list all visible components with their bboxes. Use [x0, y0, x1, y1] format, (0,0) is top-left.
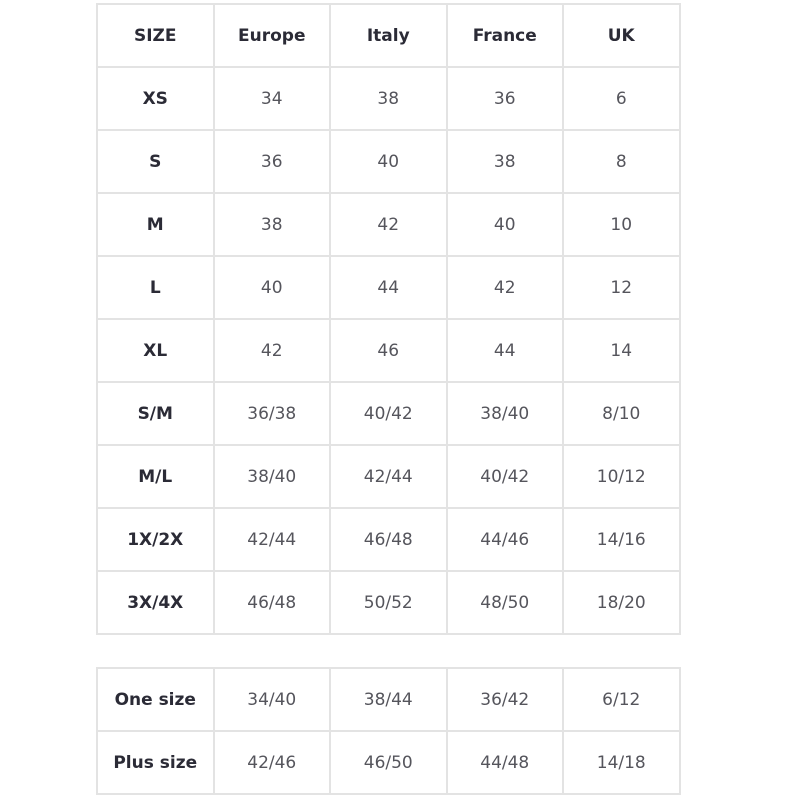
table-cell: 42/46: [212, 730, 331, 795]
table-cell: 6: [562, 66, 681, 131]
table-cell: 46/48: [329, 507, 448, 572]
size-label-cell: 3X/4X: [96, 570, 215, 635]
table-cell: 44/46: [445, 507, 564, 572]
table-cell: 10: [562, 192, 681, 257]
table-row: 1X/2X 42/44 46/48 44/46 14/16: [96, 507, 681, 572]
table-cell: 42/44: [212, 507, 331, 572]
table-cell: 38/44: [329, 667, 448, 732]
table-cell: 38/40: [212, 444, 331, 509]
table-cell: 38: [329, 66, 448, 131]
table-row: L 40 44 42 12: [96, 255, 681, 320]
table-cell: 8: [562, 129, 681, 194]
size-label-cell: XL: [96, 318, 215, 383]
table-cell: 42: [329, 192, 448, 257]
column-header: Europe: [212, 3, 331, 68]
table-cell: 36/42: [445, 667, 564, 732]
table-cell: 14: [562, 318, 681, 383]
table-cell: 42/44: [329, 444, 448, 509]
table-cell: 14/16: [562, 507, 681, 572]
table-row: 3X/4X 46/48 50/52 48/50 18/20: [96, 570, 681, 635]
size-label-cell: M/L: [96, 444, 215, 509]
special-sizes-table: One size 34/40 38/44 36/42 6/12 Plus size 42/4…: [96, 667, 681, 795]
table-row: M/L 38/40 42/44 40/42 10/12: [96, 444, 681, 509]
size-label-cell: S: [96, 129, 215, 194]
table-cell: 10/12: [562, 444, 681, 509]
size-chart-table: SIZE Europe Italy France UK XS 34 38 36 6 S 36 40 38 8…: [96, 3, 681, 635]
table-cell: 14/18: [562, 730, 681, 795]
header-row: SIZE Europe Italy France UK: [96, 3, 681, 68]
table-cell: 46: [329, 318, 448, 383]
column-header: UK: [562, 3, 681, 68]
table-cell: 36: [445, 66, 564, 131]
size-label-cell: XS: [96, 66, 215, 131]
table-cell: 18/20: [562, 570, 681, 635]
table-cell: 34: [212, 66, 331, 131]
table-row: S 36 40 38 8: [96, 129, 681, 194]
column-header: SIZE: [96, 3, 215, 68]
table-cell: 38/40: [445, 381, 564, 446]
table-cell: 40: [445, 192, 564, 257]
table-cell: 48/50: [445, 570, 564, 635]
table-cell: 44: [329, 255, 448, 320]
table-cell: 46/50: [329, 730, 448, 795]
table-cell: 50/52: [329, 570, 448, 635]
table-cell: 12: [562, 255, 681, 320]
size-label-cell: M: [96, 192, 215, 257]
table-cell: 46/48: [212, 570, 331, 635]
table-cell: 6/12: [562, 667, 681, 732]
table-cell: 40: [329, 129, 448, 194]
table-row: S/M 36/38 40/42 38/40 8/10: [96, 381, 681, 446]
table-cell: 38: [445, 129, 564, 194]
table-cell: 40: [212, 255, 331, 320]
table-cell: 34/40: [212, 667, 331, 732]
table-cell: 44/48: [445, 730, 564, 795]
size-label-cell: S/M: [96, 381, 215, 446]
table-cell: 40/42: [445, 444, 564, 509]
column-header: France: [445, 3, 564, 68]
column-header: Italy: [329, 3, 448, 68]
size-label-cell: One size: [96, 667, 215, 732]
table-cell: 42: [212, 318, 331, 383]
table-cell: 42: [445, 255, 564, 320]
table-cell: 8/10: [562, 381, 681, 446]
size-label-cell: L: [96, 255, 215, 320]
table-cell: 40/42: [329, 381, 448, 446]
table-cell: 38: [212, 192, 331, 257]
table-row: XL 42 46 44 14: [96, 318, 681, 383]
size-label-cell: 1X/2X: [96, 507, 215, 572]
table-row: One size 34/40 38/44 36/42 6/12: [96, 667, 681, 732]
table-row: Plus size 42/46 46/50 44/48 14/18: [96, 730, 681, 795]
table-cell: 44: [445, 318, 564, 383]
table-cell: 36/38: [212, 381, 331, 446]
table-row: XS 34 38 36 6: [96, 66, 681, 131]
table-cell: 36: [212, 129, 331, 194]
table-row: M 38 42 40 10: [96, 192, 681, 257]
size-label-cell: Plus size: [96, 730, 215, 795]
